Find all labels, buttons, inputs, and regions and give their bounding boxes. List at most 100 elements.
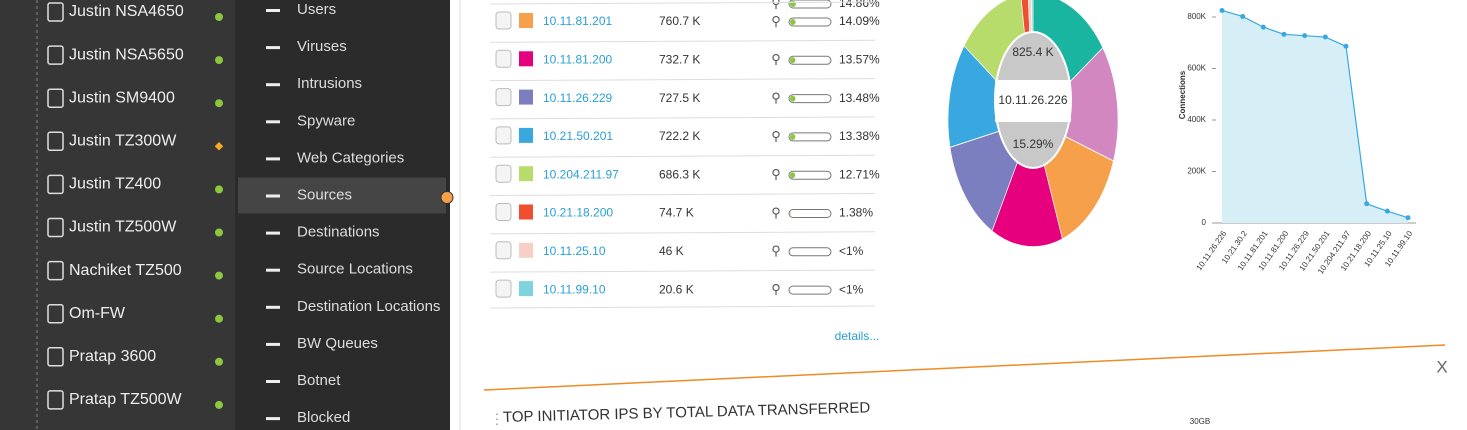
count: 732.7 K	[659, 52, 700, 66]
bar-track	[788, 132, 832, 142]
details-link[interactable]: details...	[835, 329, 880, 343]
menu-item[interactable]: BW Queues	[297, 335, 378, 352]
percent: 13.57%	[839, 52, 880, 66]
point	[1405, 215, 1411, 221]
device-name[interactable]: Justin NSA4650	[69, 3, 184, 20]
row-checkbox[interactable]	[495, 88, 512, 107]
close-button[interactable]: X	[1436, 357, 1447, 376]
search-icon: ⚲	[771, 243, 781, 258]
count: 20.6 K	[659, 282, 694, 296]
ip-link[interactable]: 10.11.99.10	[543, 282, 606, 296]
device-name[interactable]: Justin TZ400	[69, 176, 161, 193]
menu-item[interactable]: Intrusions	[297, 75, 362, 92]
area	[1222, 10, 1408, 223]
status-ok	[215, 314, 223, 323]
row-checkbox[interactable]	[495, 203, 512, 221]
status-ok	[215, 13, 223, 21]
row-separator	[489, 39, 876, 43]
ip-link[interactable]: 10.21.18.200	[543, 206, 613, 220]
point	[1322, 34, 1328, 40]
row-color	[519, 51, 533, 67]
row-separator	[489, 305, 876, 309]
device-icon	[47, 2, 64, 22]
status-warn	[214, 142, 224, 151]
menu-dash	[266, 157, 280, 161]
menu-dash	[266, 231, 280, 235]
device-name[interactable]: Justin NSA5650	[69, 46, 184, 63]
device-name[interactable]: Pratap TZ500W	[69, 391, 183, 408]
ip-link[interactable]: 10.11.26.229	[543, 91, 613, 105]
row-checkbox[interactable]	[495, 164, 512, 183]
row-checkbox[interactable]	[495, 279, 512, 298]
point	[1302, 33, 1308, 39]
row-color	[519, 13, 533, 28]
count: 727.5 K	[659, 91, 700, 105]
search-icon: ⚲	[771, 13, 781, 28]
bar-fill	[790, 210, 791, 217]
status-ok	[215, 400, 223, 409]
menu-panel	[235, 0, 450, 430]
device-name[interactable]: Justin SM9400	[69, 89, 175, 106]
count: 686.3 K	[659, 167, 700, 181]
y-tick-label: 400K	[1187, 115, 1206, 124]
status-ok	[215, 185, 223, 194]
row-color	[519, 281, 533, 297]
y-tick-label: 200K	[1187, 167, 1206, 176]
percent: 1.38%	[839, 206, 873, 220]
point	[1384, 208, 1390, 214]
ip-link[interactable]: 10.11.25.10	[543, 244, 606, 258]
point	[1219, 7, 1225, 13]
section-divider	[483, 344, 1446, 391]
ip-link[interactable]: 10.204.211.97	[543, 167, 619, 181]
point	[1343, 43, 1349, 49]
y-tick-label: 800K	[1187, 12, 1206, 21]
row-checkbox[interactable]	[495, 241, 512, 260]
row-checkbox[interactable]	[495, 126, 512, 145]
row-separator	[489, 231, 876, 235]
menu-item[interactable]: Botnet	[297, 372, 341, 389]
menu-item[interactable]: Source Locations	[297, 261, 413, 278]
device-name[interactable]: Pratap 3600	[69, 348, 156, 365]
menu-item[interactable]: Spyware	[297, 112, 355, 129]
bar-track	[788, 55, 832, 65]
y-axis-title: Connections	[1178, 70, 1187, 119]
search-icon: ⚲	[771, 90, 781, 105]
bar-fill	[790, 1, 796, 7]
menu-item[interactable]: Destination Locations	[297, 298, 440, 315]
y-tick-label: 0	[1202, 218, 1207, 227]
count: 722.2 K	[659, 129, 700, 143]
menu-dash	[266, 46, 280, 50]
point	[1260, 24, 1266, 30]
menu-item[interactable]: Destinations	[297, 224, 380, 241]
menu-item[interactable]: Web Categories	[297, 149, 404, 166]
menu-item[interactable]: Blocked	[297, 409, 350, 426]
status-ok	[215, 271, 223, 280]
device-panel	[0, 0, 235, 430]
menu-item[interactable]: Viruses	[297, 38, 347, 55]
menu-dash	[266, 417, 280, 421]
ip-link[interactable]: 10.11.81.201	[543, 14, 613, 28]
count: 760.7 K	[659, 14, 700, 28]
row-checkbox[interactable]	[495, 49, 512, 68]
device-name[interactable]: Nachiket TZ500	[69, 262, 182, 279]
ip-link[interactable]: 10.11.81.200	[543, 52, 613, 66]
row-color	[519, 127, 533, 143]
device-name[interactable]: Om-FW	[69, 305, 126, 322]
status-ok	[215, 228, 223, 237]
bar-track	[788, 209, 832, 218]
row-separator	[489, 1, 876, 5]
device-name[interactable]: Justin TZ500W	[69, 219, 177, 236]
device-icon	[47, 217, 64, 238]
bar-fill	[790, 133, 796, 140]
row-checkbox[interactable]	[495, 11, 512, 30]
menu-item[interactable]: Sources	[297, 186, 352, 203]
device-icon	[47, 260, 64, 281]
ip-link[interactable]: 10.21.50.201	[543, 129, 613, 143]
count: 46 K	[659, 244, 684, 258]
menu-dash	[266, 194, 280, 198]
device-name[interactable]: Justin TZ300W	[69, 133, 177, 150]
row-separator	[489, 269, 876, 273]
device-icon	[47, 88, 64, 108]
menu-dash	[266, 342, 280, 346]
menu-item[interactable]: Users	[297, 1, 336, 18]
